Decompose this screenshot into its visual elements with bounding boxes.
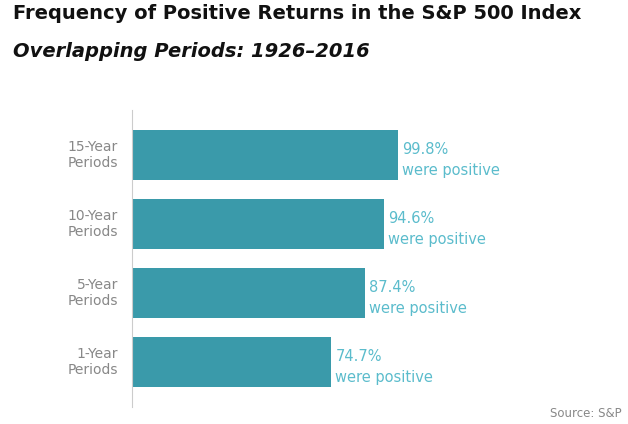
Bar [132,199,384,249]
Text: 87.4%: 87.4% [369,280,416,295]
Bar [132,268,365,318]
Text: 74.7%: 74.7% [335,349,382,364]
Text: were positive: were positive [403,163,500,178]
Text: were positive: were positive [335,370,433,385]
Bar [132,338,331,387]
Text: 94.6%: 94.6% [388,211,435,226]
Text: 99.8%: 99.8% [403,142,448,157]
Text: were positive: were positive [388,232,486,247]
Bar [132,130,398,180]
Text: Overlapping Periods: 1926–2016: Overlapping Periods: 1926–2016 [13,42,369,61]
Text: Source: S&P: Source: S&P [550,407,622,420]
Text: were positive: were positive [369,301,467,316]
Text: Frequency of Positive Returns in the S&P 500 Index: Frequency of Positive Returns in the S&P… [13,4,581,23]
